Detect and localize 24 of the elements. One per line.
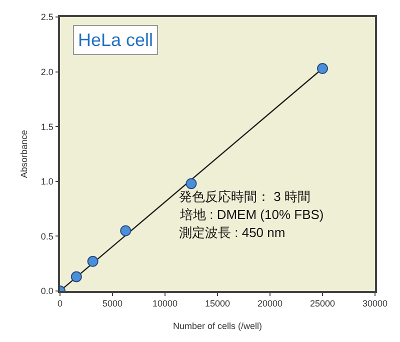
point bbox=[87, 256, 98, 267]
point bbox=[317, 63, 328, 74]
x-axis-title: Number of cells (/well) bbox=[172, 320, 262, 331]
x-tick-label: 15000 bbox=[204, 298, 230, 309]
point bbox=[70, 271, 82, 282]
point bbox=[186, 178, 197, 190]
y-tick-label: 2.5 bbox=[40, 12, 54, 22]
annotation: 培地 : DMEM (10% FBS) bbox=[179, 207, 324, 222]
x-tick-label: 10000 bbox=[152, 298, 178, 309]
x-tick-label: 0 bbox=[57, 298, 63, 309]
text: HeLa cell bbox=[78, 30, 154, 50]
y-tick-label: 0.5 bbox=[40, 231, 54, 242]
annotation: 発色反応時間： 3 時間 bbox=[179, 189, 310, 204]
y-axis-title: Absorbance bbox=[18, 130, 29, 178]
y-tick-label: 1.0 bbox=[40, 176, 54, 187]
x-tick-label: 25000 bbox=[310, 298, 336, 309]
y-tick-label: 2.0 bbox=[40, 66, 54, 77]
point bbox=[120, 225, 132, 236]
annotation: 測定波長 : 450 nm bbox=[179, 225, 286, 240]
x-tick-label: 5000 bbox=[102, 298, 123, 309]
x-tick-label: 30000 bbox=[362, 298, 388, 309]
y-tick-label: 1.5 bbox=[40, 122, 54, 132]
x-tick-label: 20000 bbox=[257, 298, 283, 309]
y-tick-label: 0.0 bbox=[40, 286, 54, 296]
